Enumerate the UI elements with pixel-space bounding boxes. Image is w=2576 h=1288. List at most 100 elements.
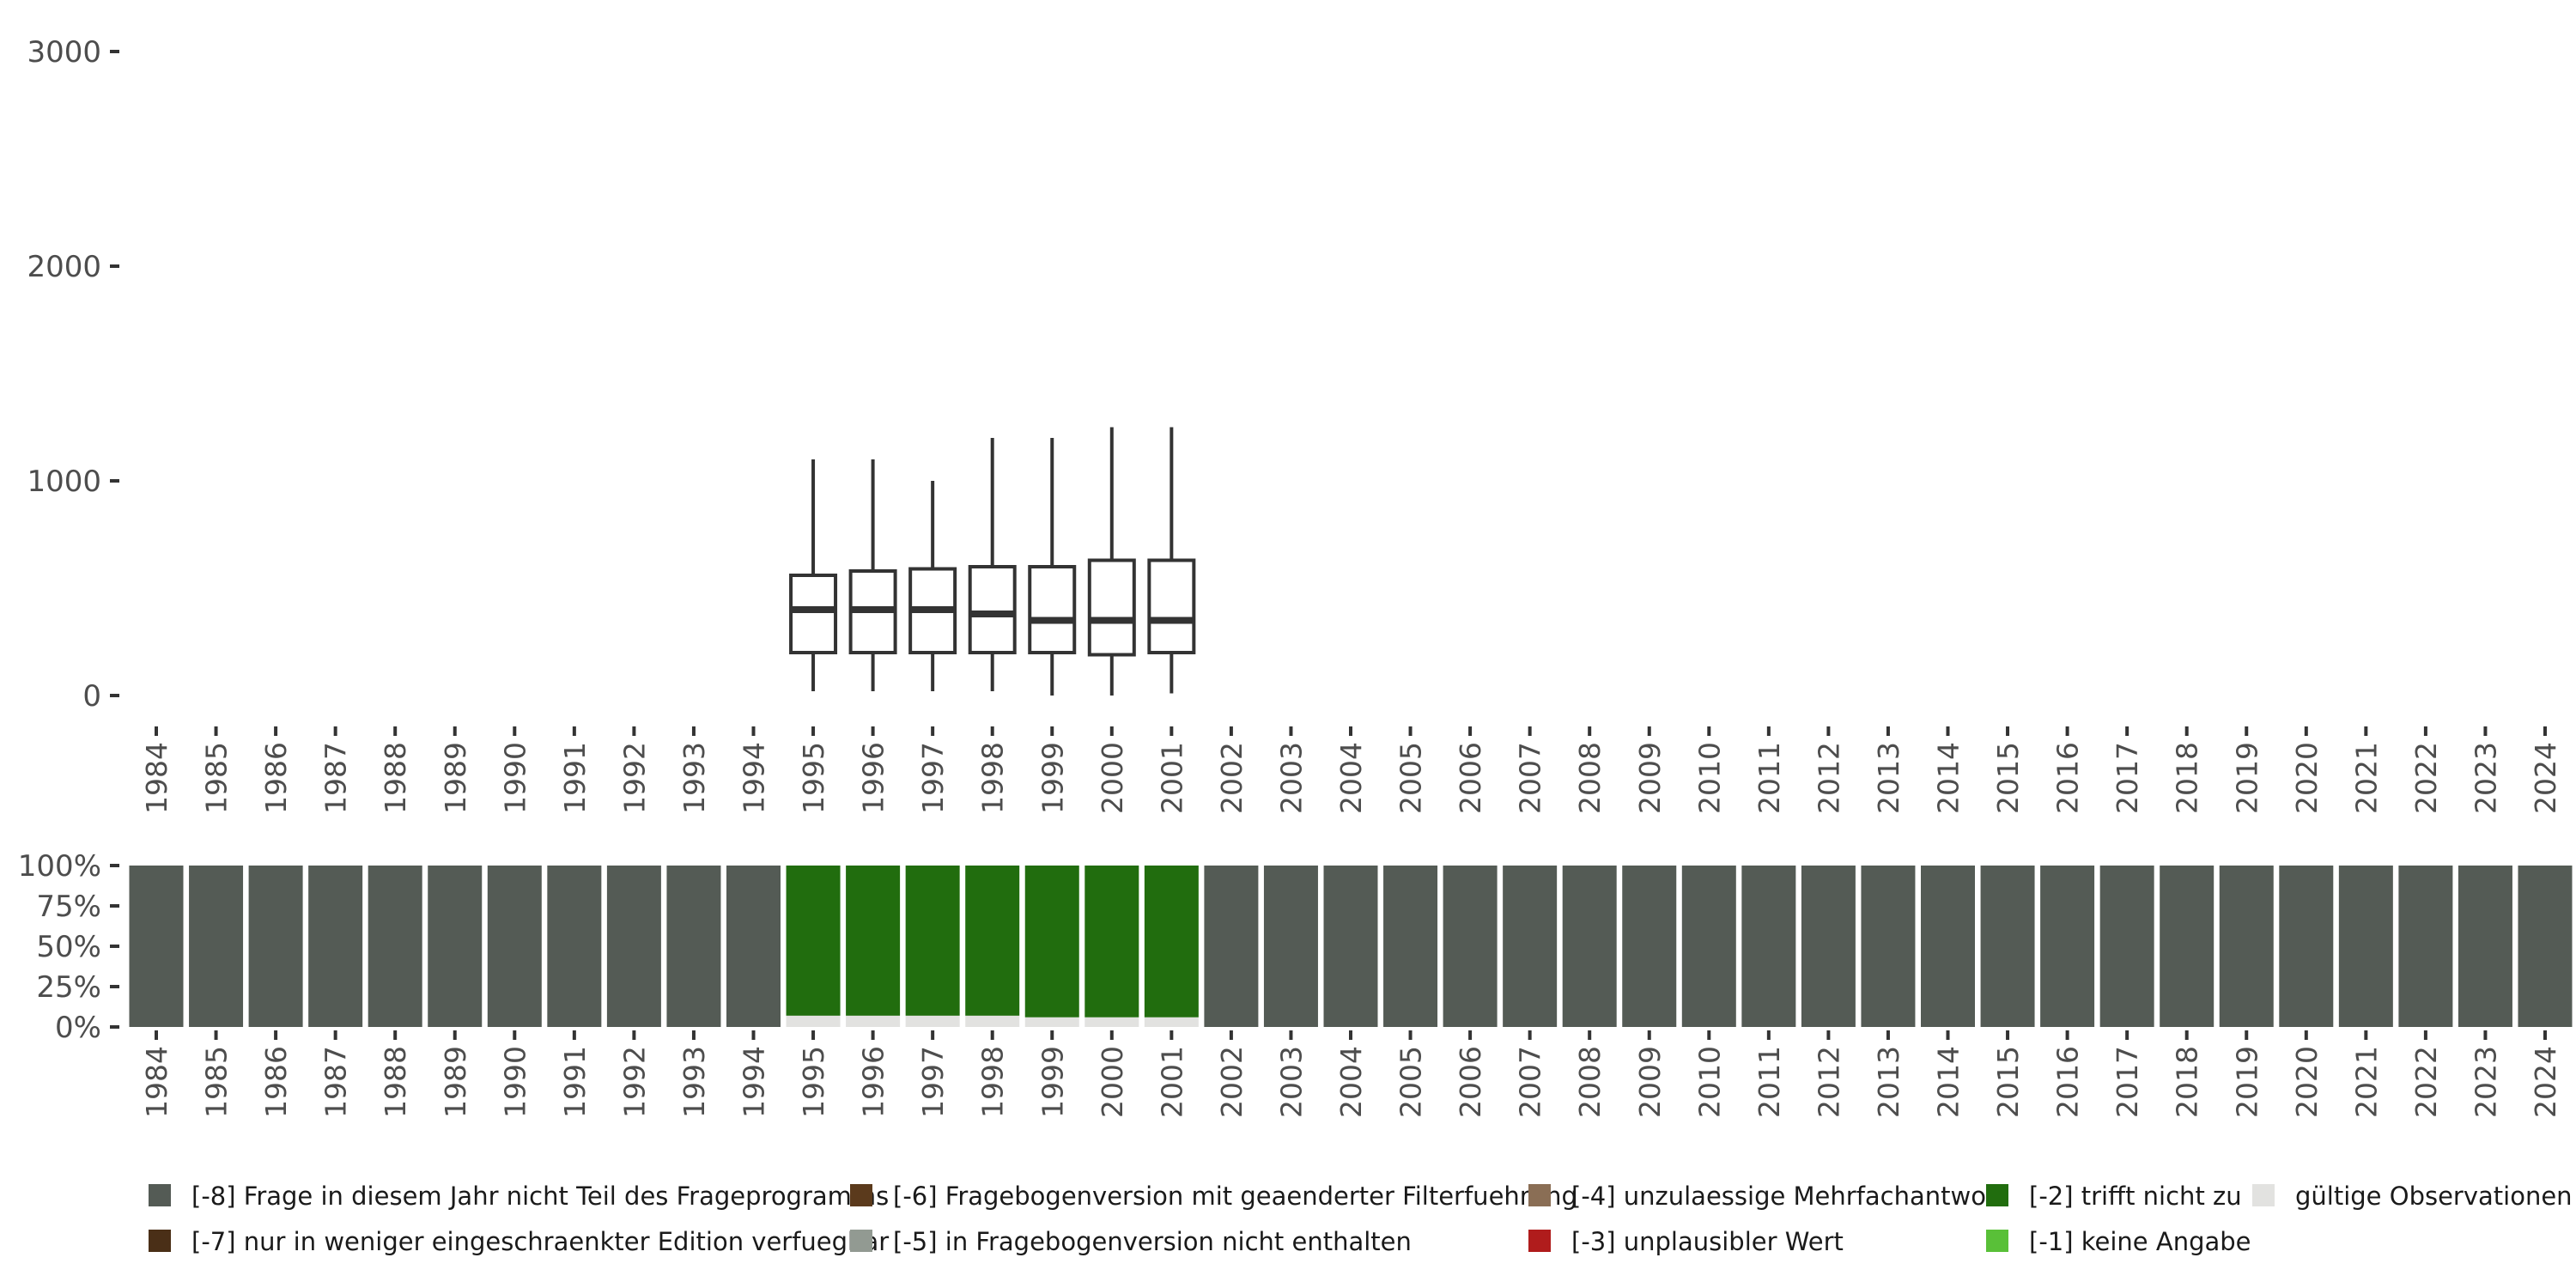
bar-1999: [1024, 866, 1079, 1027]
x-tick-label: 1986: [259, 1046, 293, 1118]
bar-2019: [2219, 866, 2274, 1027]
bar-1998: [965, 866, 1020, 1027]
x-tick-label: 2007: [1514, 1046, 1547, 1118]
x-tick-label: 1995: [797, 742, 830, 814]
x-tick-label: 2006: [1454, 742, 1487, 814]
legend-item: [-4] unzulaessige Mehrfachantwort: [1528, 1182, 2006, 1211]
box-1998: [968, 438, 1017, 691]
x-tick-label: 2000: [1096, 1046, 1129, 1118]
bar-segment: [666, 866, 721, 1027]
legend-swatch: [2252, 1184, 2275, 1206]
x-tick-label: 1994: [738, 1046, 771, 1118]
x-tick-label: 2001: [1155, 742, 1188, 814]
legend-label: [-2] trifft nicht zu: [2029, 1182, 2242, 1211]
x-tick-label: 1988: [379, 742, 412, 814]
x-tick-label: 1999: [1036, 1046, 1069, 1118]
x-tick-label: 2017: [2111, 742, 2144, 814]
legend-label: [-6] Fragebogenversion mit geaenderter F…: [893, 1182, 1577, 1211]
box-iqr: [789, 574, 838, 654]
bar-2010: [1681, 866, 1736, 1027]
bar-segment: [1622, 866, 1677, 1027]
x-tick-label: 2017: [2111, 1046, 2144, 1118]
x-tick-label: 2009: [1633, 742, 1667, 814]
box-2001: [1147, 427, 1196, 694]
legend-label: [-1] keine Angabe: [2029, 1227, 2251, 1256]
x-tick-label: 2024: [2529, 742, 2562, 814]
bar-2015: [1980, 866, 2035, 1027]
x-tick-label: 2007: [1514, 742, 1547, 814]
bar-2005: [1383, 866, 1438, 1027]
bar-segment: [965, 1015, 1020, 1027]
x-tick-label: 1992: [617, 1046, 651, 1118]
bar-1993: [666, 866, 721, 1027]
bar-segment: [2338, 866, 2393, 1027]
legend-item: [-7] nur in weniger eingeschraenkter Edi…: [149, 1227, 889, 1256]
bar-2000: [1084, 866, 1139, 1027]
bar-2006: [1443, 866, 1498, 1027]
bar-segment: [1681, 866, 1736, 1027]
bar-segment: [2518, 866, 2573, 1027]
box-1997: [908, 481, 957, 691]
legend-swatch: [1986, 1184, 2008, 1206]
bar-2008: [1562, 866, 1617, 1027]
bar-1997: [905, 866, 960, 1027]
x-tick-label: 2016: [2051, 1046, 2085, 1118]
bar-2013: [1861, 866, 1916, 1027]
box-1996: [848, 459, 897, 691]
legend-swatch: [1528, 1184, 1551, 1206]
bar-1987: [308, 866, 363, 1027]
x-tick-label: 1989: [439, 742, 472, 814]
y-tick-label: 75%: [36, 890, 101, 924]
x-tick-label: 2023: [2469, 742, 2502, 814]
bar-segment: [2160, 866, 2215, 1027]
legend-label: [-3] unplausibler Wert: [1571, 1227, 1844, 1256]
y-tick-label: 25%: [36, 970, 101, 1005]
bar-1994: [726, 866, 781, 1027]
x-tick-label: 2011: [1753, 1046, 1786, 1118]
bar-1995: [786, 866, 841, 1027]
bar-2002: [1204, 866, 1259, 1027]
bar-2007: [1503, 866, 1558, 1027]
legend-swatch: [1528, 1230, 1551, 1252]
box-iqr: [1087, 558, 1136, 657]
x-tick-label: 2015: [1991, 742, 2025, 814]
box-1995: [789, 459, 838, 691]
x-tick-label: 1990: [498, 1046, 532, 1118]
x-tick-label: 2024: [2529, 1046, 2562, 1118]
legend: [-8] Frage in diesem Jahr nicht Teil des…: [149, 1182, 2573, 1256]
x-tick-label: 2016: [2051, 742, 2085, 814]
x-tick-label: 2003: [1274, 742, 1308, 814]
bar-2018: [2160, 866, 2215, 1027]
y-tick-label: 3000: [27, 35, 101, 70]
bar-2011: [1741, 866, 1796, 1027]
x-tick-label: 2002: [1215, 742, 1249, 814]
x-tick-label: 2022: [2409, 1046, 2443, 1118]
bar-segment: [1383, 866, 1438, 1027]
x-tick-label: 2020: [2290, 1046, 2324, 1118]
bar-2014: [1921, 866, 1975, 1027]
x-tick-label: 2021: [2349, 742, 2383, 814]
bar-segment: [786, 866, 841, 1016]
boxplot-x-axis: 1984 1985 1986 1987 1988 1989 1990 1991 1992 1993…: [140, 726, 2562, 814]
legend-label: gültige Observationen: [2295, 1182, 2573, 1211]
x-tick-label: 1995: [797, 1046, 830, 1118]
x-tick-label: 2012: [1812, 1046, 1845, 1118]
x-tick-label: 2022: [2409, 742, 2443, 814]
bar-segment: [1204, 866, 1259, 1027]
bar-segment: [2458, 866, 2512, 1027]
x-tick-label: 1989: [439, 1046, 472, 1118]
box-iqr: [1147, 558, 1196, 654]
bar-segment: [248, 866, 303, 1027]
x-tick-label: 2005: [1394, 1046, 1428, 1118]
bar-1986: [248, 866, 303, 1027]
x-tick-label: 2001: [1155, 1046, 1188, 1118]
x-tick-label: 1990: [498, 742, 532, 814]
x-tick-label: 2005: [1394, 742, 1428, 814]
bar-segment: [1741, 866, 1796, 1027]
x-tick-label: 1999: [1036, 742, 1069, 814]
x-tick-label: 1987: [319, 1046, 353, 1118]
x-tick-label: 2019: [2230, 1046, 2263, 1118]
bar-segment: [129, 866, 184, 1027]
bar-1992: [606, 866, 661, 1027]
